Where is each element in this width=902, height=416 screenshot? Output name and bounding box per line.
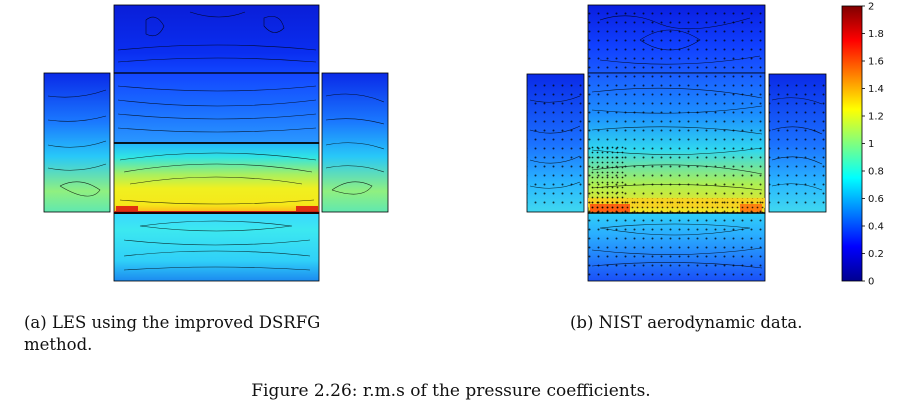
colorbar-tick-label: 0: [868, 277, 874, 288]
colorbar-tick-label: 0.8: [868, 167, 884, 178]
figure-panels: 0 0.2 0.4 0.6 0.8 1 1.2 1.4 1.6 1.8 2: [43, 2, 884, 288]
caption-a-line1: (a) LES using the improved DSRFG: [24, 313, 321, 332]
colorbar-tick-label: 0.6: [868, 194, 884, 205]
caption-a-line2: method.: [24, 335, 93, 354]
contour-panel-b: [526, 4, 827, 282]
colorbar-tick-label: 2: [868, 2, 874, 13]
colorbar-tick-label: 1.2: [868, 112, 884, 123]
colorbar-tick-label: 1.4: [868, 84, 884, 95]
colorbar-tick-label: 1: [868, 139, 874, 150]
figure-caption: Figure 2.26: r.m.s of the pressure coeff…: [251, 381, 651, 401]
colorbar-tick-label: 1.8: [868, 29, 884, 40]
colorbar-tick-label: 1.6: [868, 57, 884, 68]
subfigure-caption-b: (b) NIST aerodynamic data.: [570, 312, 870, 334]
caption-b-line1: (b) NIST aerodynamic data.: [570, 313, 803, 332]
colorbar-tick-label: 0.4: [868, 222, 884, 233]
colorbar-tick-label: 0.2: [868, 249, 884, 260]
colorbar: 0 0.2 0.4 0.6 0.8 1 1.2 1.4 1.6 1.8 2: [841, 2, 884, 288]
subfigure-caption-a: (a) LES using the improved DSRFG method.: [24, 312, 384, 356]
colorbar-tick-labels: 0 0.2 0.4 0.6 0.8 1 1.2 1.4 1.6 1.8 2: [862, 2, 884, 288]
contour-panel-a: [43, 4, 389, 282]
